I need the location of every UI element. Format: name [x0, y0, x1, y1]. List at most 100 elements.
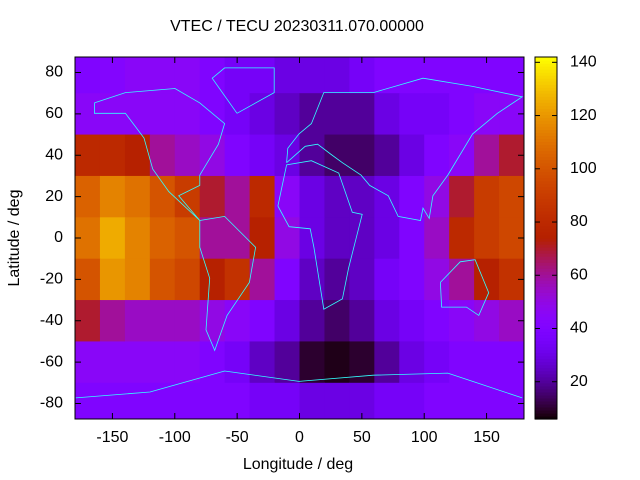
colorbar-swatch — [535, 222, 557, 227]
heat-cell — [399, 217, 425, 260]
heat-cell — [149, 57, 176, 94]
colorbar-swatch — [535, 388, 557, 393]
heat-cell — [149, 382, 176, 420]
colorbar-swatch — [535, 66, 557, 70]
heat-cell — [199, 175, 226, 218]
heat-cell — [124, 93, 151, 136]
colorbar-swatch — [535, 385, 557, 390]
heat-cell — [449, 93, 475, 136]
heat-cell — [449, 258, 475, 301]
colorbar-frame — [534, 56, 558, 420]
heat-cell — [299, 258, 325, 301]
colorbar-swatch — [535, 189, 557, 194]
heat-cell — [99, 175, 126, 218]
colorbar-swatch — [535, 406, 557, 411]
x-axis-label: Longitude / deg — [243, 456, 353, 473]
colorbar-swatch — [535, 201, 557, 206]
colorbar-swatch — [535, 111, 557, 115]
colorbar-swatch — [535, 343, 557, 348]
heat-cell — [124, 258, 151, 301]
colorbar-swatch — [535, 283, 557, 287]
heat-cell — [299, 57, 325, 94]
y-tick-label: 60 — [45, 105, 63, 122]
heat-cell — [474, 341, 500, 384]
heat-cell — [424, 57, 450, 94]
colorbar-swatch — [535, 256, 557, 260]
colorbar-swatch — [535, 286, 557, 290]
colorbar-swatch — [535, 117, 557, 121]
heat-cell — [449, 382, 475, 420]
colorbar-swatch — [535, 244, 557, 248]
colorbar-swatch — [535, 129, 557, 134]
colorbar-swatch — [535, 265, 557, 269]
heat-cell — [199, 134, 226, 177]
heat-cell — [249, 341, 276, 384]
colorbar-swatch — [535, 141, 557, 146]
heat-cell — [99, 134, 126, 177]
heat-cell — [124, 57, 151, 94]
colorbar-swatch — [535, 195, 557, 200]
heat-cell — [324, 341, 350, 384]
colorbar-swatch — [535, 322, 557, 327]
heat-cell — [349, 134, 375, 177]
heat-cell — [399, 258, 425, 301]
heat-cell — [224, 258, 251, 301]
colorbar-swatch — [535, 231, 557, 236]
y-tick-label: -40 — [40, 312, 63, 329]
colorbar-swatch — [535, 183, 557, 188]
heat-cell — [224, 300, 251, 342]
heat-cell — [399, 382, 425, 420]
heat-cell — [349, 300, 375, 342]
colorbar-swatch — [535, 331, 557, 336]
heat-cell — [99, 258, 126, 301]
heat-cell — [474, 300, 500, 342]
heat-cell — [424, 341, 450, 384]
heat-cell — [374, 93, 400, 136]
heat-cell — [274, 258, 300, 301]
heat-cell — [499, 382, 525, 420]
heat-cell — [299, 300, 325, 342]
heat-cell — [124, 134, 151, 177]
heat-cell — [449, 300, 475, 342]
colorbar-swatch — [535, 192, 557, 197]
colorbar-swatch — [535, 87, 557, 91]
heat-cell — [299, 175, 325, 218]
heat-cell — [474, 258, 500, 301]
colorbar-swatch — [535, 225, 557, 230]
coastline — [440, 259, 490, 316]
heat-cell — [449, 341, 475, 384]
colorbar-swatch — [535, 382, 557, 387]
heat-cell — [324, 382, 350, 420]
colorbar-swatch — [535, 277, 557, 281]
colorbar-swatch — [535, 150, 557, 155]
x-tick-label: -50 — [226, 429, 249, 446]
colorbar-swatch — [535, 379, 557, 384]
colorbar-swatch — [535, 325, 557, 330]
colorbar-tick-label: 60 — [570, 266, 588, 283]
heat-cell — [75, 382, 101, 420]
heat-cell — [374, 341, 400, 384]
y-tick-label: 0 — [54, 229, 63, 246]
y-tick-label: 40 — [45, 146, 63, 163]
colorbar-swatch — [535, 403, 557, 408]
heat-cell — [224, 57, 251, 94]
heat-cell — [374, 382, 400, 420]
colorbar-swatch — [535, 307, 557, 311]
heat-cell — [249, 217, 276, 260]
y-tick-label: -20 — [40, 271, 63, 288]
heat-cell — [199, 341, 226, 384]
coastline — [75, 370, 523, 399]
coastline — [277, 160, 363, 310]
colorbar-swatch — [535, 69, 557, 73]
heat-cell — [249, 93, 276, 136]
heat-cell — [274, 341, 300, 384]
colorbar-swatch — [535, 177, 557, 182]
colorbar-swatch — [535, 207, 557, 212]
heat-cell — [149, 341, 176, 384]
colorbar-swatch — [535, 373, 557, 378]
heat-cell — [374, 134, 400, 177]
colorbar-swatch — [535, 352, 557, 357]
heat-cell — [399, 134, 425, 177]
colorbar-swatch — [535, 210, 557, 215]
heat-cell — [249, 175, 276, 218]
